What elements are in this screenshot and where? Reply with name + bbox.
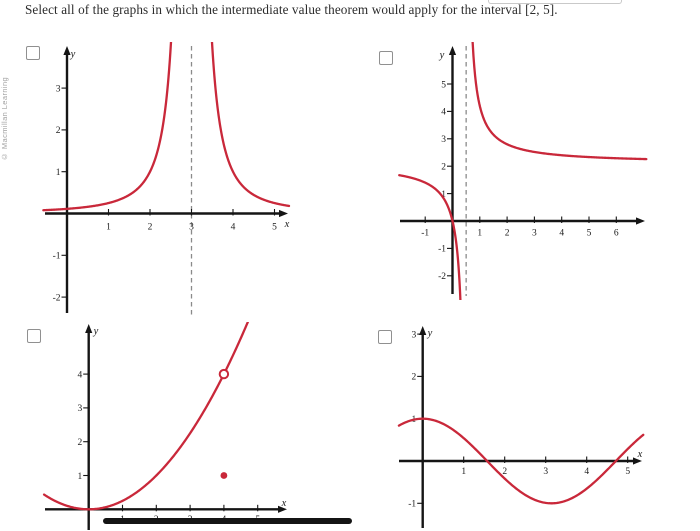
cropped-top-element xyxy=(488,0,622,4)
graph-3-checkbox[interactable] xyxy=(27,329,41,343)
x-tick-label: 4 xyxy=(584,467,589,477)
y-tick-label: -1 xyxy=(53,252,61,262)
x-tick-label: 1 xyxy=(461,467,466,477)
graph-1-plot: 1 2 3 4 5 3 2 1 -1 -2 x y xyxy=(42,42,291,315)
x-tick-label: 2 xyxy=(505,229,510,239)
x-tick-label: 4 xyxy=(559,229,564,239)
y-tick-label: 5 xyxy=(441,80,446,90)
y-tick-label: 2 xyxy=(411,373,416,383)
axis-arrowhead xyxy=(636,217,645,225)
axis-arrowhead xyxy=(63,46,71,55)
x-tick-label: 6 xyxy=(614,229,619,239)
y-tick-label: 3 xyxy=(77,404,82,414)
function-curve xyxy=(42,322,250,511)
open-point xyxy=(218,368,230,380)
y-tick-label: 3 xyxy=(56,84,61,94)
y-axis-letter: y xyxy=(427,328,433,339)
y-tick-label: -2 xyxy=(53,293,61,303)
y-tick-label: 3 xyxy=(411,330,416,340)
axis-arrowhead xyxy=(448,46,457,55)
y-tick-label: 1 xyxy=(77,472,82,482)
graph-2-plot: -1 1 2 3 4 5 6 5 4 3 2 1 -1 -2 y xyxy=(398,42,648,300)
x-tick-label: 3 xyxy=(532,229,537,239)
y-tick-label: 4 xyxy=(77,370,82,380)
function-curve xyxy=(471,42,648,161)
x-axis-letter: x xyxy=(281,498,287,509)
axis-arrowhead xyxy=(419,326,427,335)
y-tick-label: -1 xyxy=(438,245,446,255)
x-tick-label: 4 xyxy=(231,223,236,233)
graph-1-checkbox[interactable] xyxy=(26,46,40,60)
x-tick-label: 5 xyxy=(625,467,630,477)
y-tick-label: 3 xyxy=(441,135,446,145)
x-tick-label: 5 xyxy=(587,229,592,239)
x-axis-letter: x xyxy=(284,219,290,230)
x-tick-label: 2 xyxy=(148,223,153,233)
x-tick-label: 2 xyxy=(502,467,507,477)
graph-4-checkbox[interactable] xyxy=(378,330,392,344)
y-tick-label: -2 xyxy=(438,272,446,282)
y-tick-label: -1 xyxy=(408,500,416,510)
y-tick-label: 2 xyxy=(77,438,82,448)
x-axis-letter: x xyxy=(637,449,643,460)
y-tick-label: 4 xyxy=(441,108,446,118)
y-tick-label: 1 xyxy=(441,190,446,200)
axis-arrowhead xyxy=(278,505,287,513)
x-tick-label: 1 xyxy=(477,229,482,239)
y-axis-letter: y xyxy=(93,326,99,337)
y-tick-label: 1 xyxy=(56,168,61,178)
function-curve xyxy=(398,174,462,300)
function-curve xyxy=(397,417,645,505)
x-tick-label: -1 xyxy=(421,229,429,239)
y-axis-letter: y xyxy=(70,49,76,60)
y-tick-label: 2 xyxy=(56,126,61,136)
axis-arrowhead xyxy=(85,324,93,333)
graph-2-checkbox[interactable] xyxy=(379,51,393,65)
x-tick-label: 3 xyxy=(543,467,548,477)
y-tick-label: 2 xyxy=(441,163,446,173)
closed-point xyxy=(220,472,228,479)
function-curve xyxy=(42,42,173,212)
x-tick-label: 3 xyxy=(189,223,194,233)
graph-3-plot: 123454321xy xyxy=(42,322,287,530)
function-curve xyxy=(210,42,291,208)
question-text: Select all of the graphs in which the in… xyxy=(25,2,558,17)
macmillan-copyright-watermark: © Macmillan Learning xyxy=(0,76,9,162)
graph-3-scrollbar-thumb[interactable] xyxy=(103,518,352,524)
axis-arrowhead xyxy=(279,209,288,218)
x-tick-label: 5 xyxy=(272,223,277,233)
axis-arrowhead xyxy=(633,457,642,465)
y-axis-letter: y xyxy=(439,50,445,61)
x-tick-label: 1 xyxy=(106,223,111,233)
